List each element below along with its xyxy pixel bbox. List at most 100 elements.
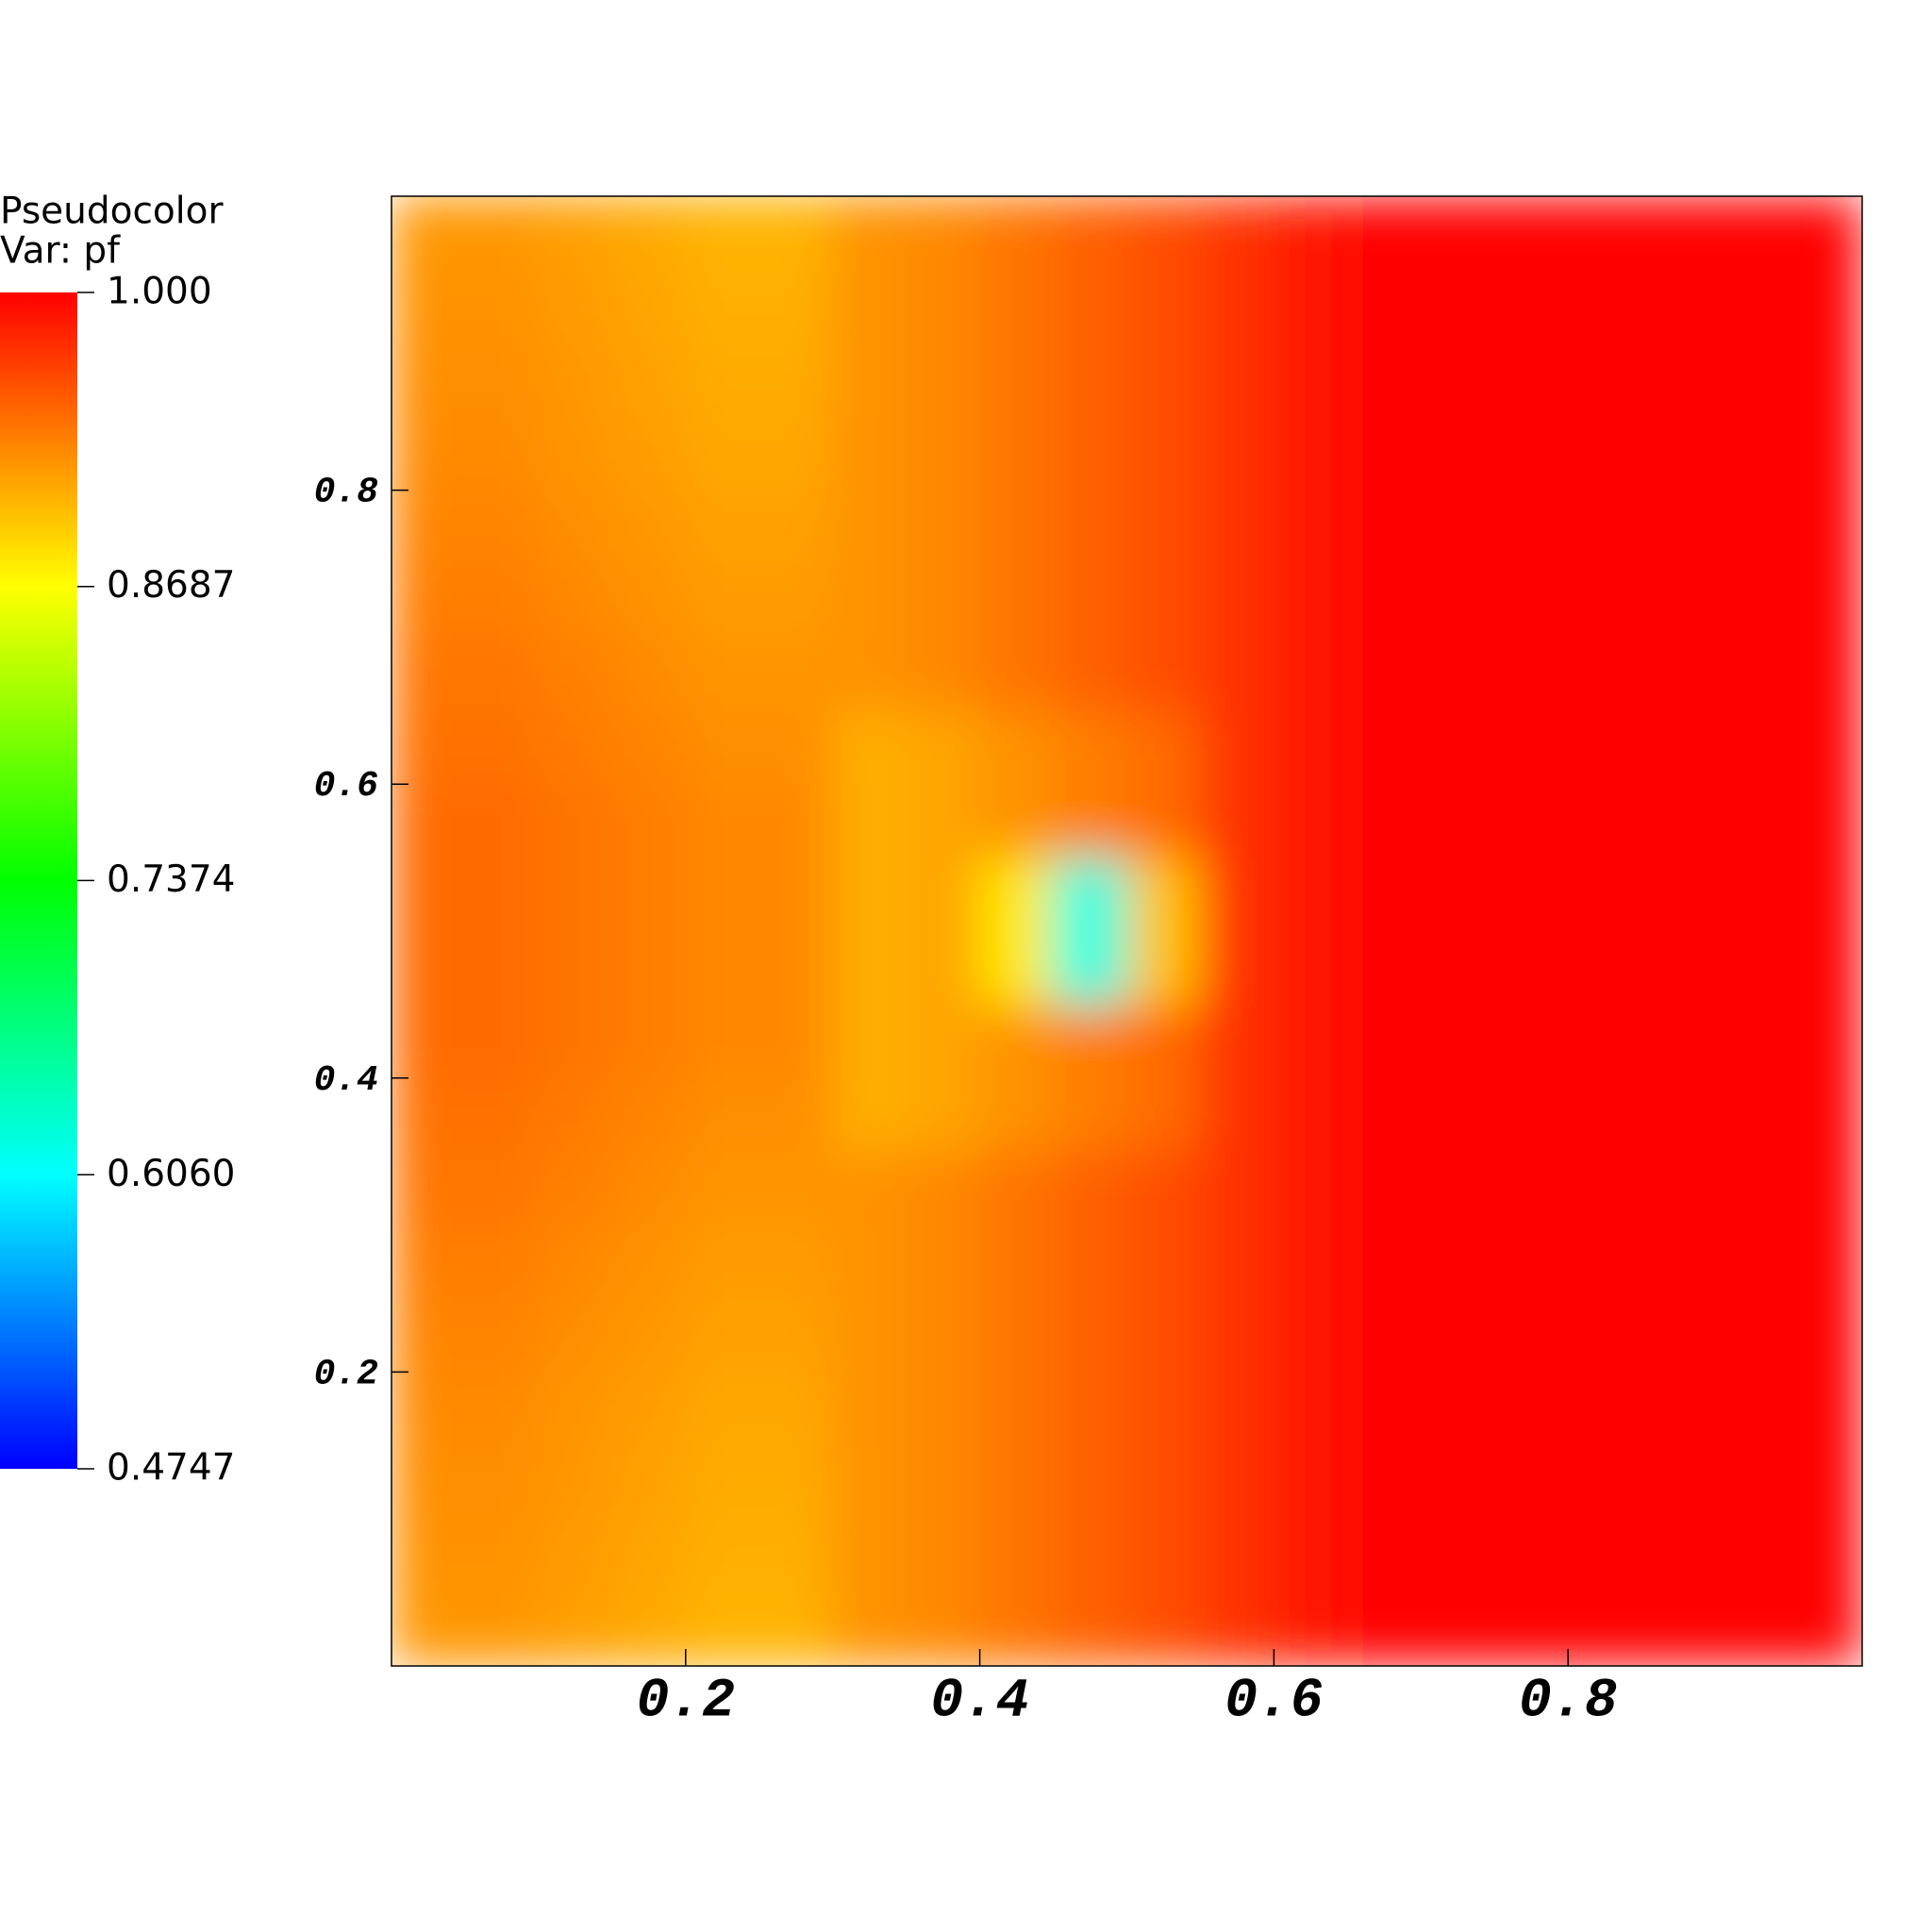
field-cell [611, 269, 687, 344]
field-cell [758, 783, 834, 858]
field-cell [1714, 1077, 1790, 1153]
field-cell [685, 490, 760, 564]
field-cell [906, 1151, 981, 1226]
field-cell [1420, 930, 1495, 1006]
field-cell [1714, 269, 1790, 344]
field-cell [685, 783, 760, 858]
field-cell [906, 416, 981, 491]
field-cell [1126, 1224, 1201, 1299]
field-cell [685, 269, 760, 344]
field [391, 196, 1862, 1666]
field-cell [1126, 1298, 1201, 1373]
field-cell [1493, 1077, 1569, 1153]
field-cell [1053, 1077, 1127, 1153]
field-cell [979, 709, 1055, 785]
field-cell [1714, 1298, 1790, 1373]
field-cell [611, 1224, 687, 1299]
field-cell [758, 342, 834, 418]
field-cell [391, 1004, 466, 1079]
field-cell [685, 636, 760, 711]
field-cell [1273, 1444, 1348, 1520]
field-cell [1567, 196, 1642, 271]
field-cell [1273, 1518, 1348, 1593]
field-cell [1788, 416, 1862, 491]
field-cell [611, 416, 687, 491]
field-cell [832, 1077, 908, 1153]
field-cell [1567, 783, 1642, 858]
field-cell [832, 563, 908, 638]
field-cell [1273, 1371, 1348, 1446]
field-cell [1199, 563, 1274, 638]
field-cell [1420, 1518, 1495, 1593]
field-cell [1493, 1224, 1569, 1299]
field-cell [1346, 1518, 1422, 1593]
field-cell [1641, 709, 1716, 785]
field-cell [1346, 1591, 1422, 1666]
field-cell [906, 1444, 981, 1520]
field-cell [1493, 930, 1569, 1006]
field-cell [979, 342, 1055, 418]
field-cell [1053, 1298, 1127, 1373]
field-cell [1788, 1371, 1862, 1446]
field-cell [1567, 1518, 1642, 1593]
field-cell [1420, 490, 1495, 564]
field-cell [1199, 709, 1274, 785]
field-cell [1714, 636, 1790, 711]
field-cell [538, 1004, 613, 1079]
field-cell [1493, 196, 1569, 271]
field-cell [538, 1224, 613, 1299]
field-cell [391, 416, 466, 491]
field-cell [832, 1444, 908, 1520]
field-cell [1493, 1298, 1569, 1373]
field-cell [1053, 783, 1127, 858]
field-cell [1641, 1004, 1716, 1079]
field-cell [979, 1004, 1055, 1079]
field-cell [611, 1004, 687, 1079]
field-cell [758, 563, 834, 638]
field-cell [1053, 416, 1127, 491]
field-cell [464, 857, 540, 932]
field-cell [758, 709, 834, 785]
field-cell [1493, 342, 1569, 418]
field-cell [1199, 490, 1274, 564]
field-cell [538, 857, 613, 932]
field-cell [391, 1371, 466, 1446]
field-cell [391, 563, 466, 638]
field-cell [1053, 1371, 1127, 1446]
field-cell [1714, 783, 1790, 858]
field-cell [464, 342, 540, 418]
field-cell [906, 709, 981, 785]
field-cell [391, 709, 466, 785]
field-cell [1567, 1004, 1642, 1079]
field-cell [1126, 1077, 1201, 1153]
field-cell [979, 1298, 1055, 1373]
x-tick-label: 0.2 [637, 1671, 735, 1732]
field-cell [906, 1077, 981, 1153]
field-cell [538, 709, 613, 785]
field-cell [538, 783, 613, 858]
y-tick-label: 0.8 [314, 473, 378, 513]
field-cell [611, 563, 687, 638]
field-cell [611, 930, 687, 1006]
field-cell [1714, 1151, 1790, 1226]
field-cell [1567, 1371, 1642, 1446]
field-cell [685, 1518, 760, 1593]
field-cell [1126, 930, 1201, 1006]
field-cell [832, 783, 908, 858]
field-cell [1199, 416, 1274, 491]
field-cell [979, 196, 1055, 271]
field-cell [758, 857, 834, 932]
field-cell [1346, 709, 1422, 785]
field-cell [464, 636, 540, 711]
field-cell [538, 490, 613, 564]
field-cell [1493, 416, 1569, 491]
field-cell [1493, 783, 1569, 858]
field-cell [758, 1518, 834, 1593]
field-cell [1493, 269, 1569, 344]
field-cell [1199, 1004, 1274, 1079]
x-tick-label: 0.4 [930, 1671, 1028, 1732]
field-cell [611, 490, 687, 564]
field-cell [1199, 930, 1274, 1006]
field-cell [1493, 1151, 1569, 1226]
field-cell [1567, 342, 1642, 418]
